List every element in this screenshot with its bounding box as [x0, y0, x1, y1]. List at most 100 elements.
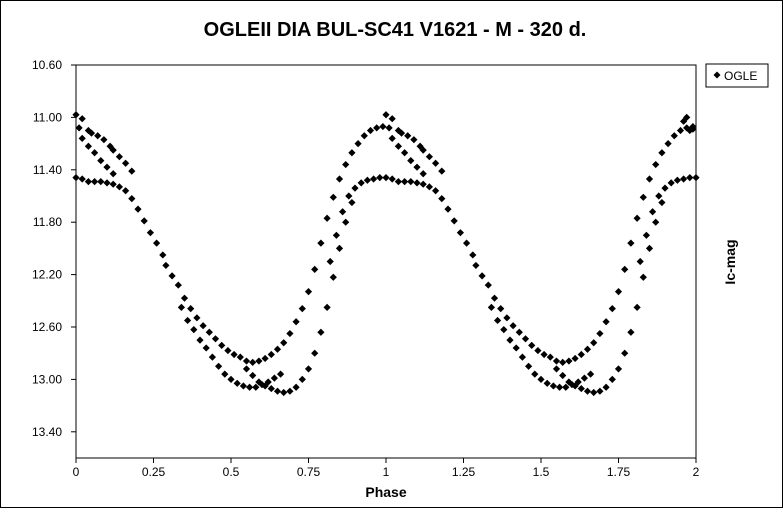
data-point: [342, 218, 350, 226]
data-point: [478, 272, 486, 280]
data-point: [261, 354, 269, 363]
data-point: [115, 153, 123, 161]
data-point: [577, 384, 585, 393]
data-point: [580, 374, 588, 382]
data-point: [515, 328, 523, 336]
data-point: [680, 175, 688, 183]
data-point: [75, 124, 83, 132]
x-tick-label: 1.25: [452, 465, 476, 479]
data-point: [280, 339, 288, 347]
data-point: [571, 382, 579, 390]
legend-marker-icon: [713, 71, 721, 79]
x-tick-label: 0.5: [223, 465, 240, 479]
data-point: [72, 111, 80, 119]
data-point: [394, 126, 402, 135]
data-point: [255, 378, 263, 386]
data-point: [577, 350, 585, 359]
x-tick-label: 0.75: [297, 465, 321, 479]
data-point: [689, 125, 697, 133]
data-point: [602, 318, 610, 326]
data-point: [642, 231, 650, 239]
data-point: [388, 134, 396, 142]
data-point: [84, 177, 92, 186]
data-point: [335, 175, 344, 183]
data-point: [242, 357, 251, 365]
data-point: [676, 126, 685, 135]
data-point: [370, 175, 378, 183]
data-point: [658, 149, 666, 157]
data-point: [549, 382, 557, 390]
data-point: [518, 353, 526, 361]
data-point: [686, 174, 694, 182]
data-point: [128, 195, 136, 203]
data-point: [224, 346, 232, 355]
data-point: [208, 353, 216, 361]
data-point: [388, 175, 396, 183]
data-point: [661, 184, 669, 192]
data-point: [97, 177, 105, 186]
data-point: [670, 132, 678, 140]
data-point: [494, 316, 502, 325]
data-point: [559, 371, 567, 380]
data-point: [227, 375, 235, 383]
data-point: [348, 198, 356, 207]
data-point: [134, 205, 142, 213]
data-point: [304, 365, 313, 373]
data-point: [413, 163, 421, 171]
y-tick-label: 13.00: [32, 372, 62, 386]
data-point: [267, 384, 275, 393]
data-point: [78, 115, 86, 123]
data-point: [484, 281, 492, 289]
data-point: [419, 146, 427, 154]
data-point: [401, 177, 409, 186]
data-point: [230, 350, 238, 359]
data-point: [246, 383, 254, 391]
data-point: [664, 140, 672, 148]
data-point: [153, 239, 161, 247]
data-point: [280, 388, 288, 397]
y-tick-label: 10.60: [32, 58, 62, 72]
data-point: [534, 346, 542, 355]
data-point: [627, 239, 635, 247]
data-point: [565, 357, 573, 365]
data-point: [103, 163, 111, 171]
data-point: [394, 177, 402, 186]
data-point: [97, 157, 105, 165]
legend-label: OGLE: [724, 69, 757, 83]
y-tick-label: 11.40: [33, 163, 62, 177]
x-tick-label: 0.25: [142, 465, 166, 479]
data-point: [115, 183, 123, 191]
data-point: [103, 179, 111, 187]
data-point: [379, 122, 387, 131]
data-point: [196, 336, 204, 344]
data-point: [673, 176, 681, 184]
y-tick-label: 11.80: [33, 215, 62, 229]
data-point: [159, 251, 167, 259]
data-point: [574, 378, 582, 386]
data-point: [407, 177, 415, 186]
data-point: [658, 198, 666, 207]
y-tick-label: 12.60: [32, 320, 62, 334]
data-point: [652, 160, 660, 169]
data-point: [506, 336, 514, 344]
data-point: [463, 239, 471, 247]
data-point: [91, 149, 99, 157]
data-point: [385, 124, 393, 132]
data-point: [215, 362, 223, 370]
data-point: [633, 303, 641, 311]
x-axis: 0 0.25 0.5 0.75 1 1.25 1.5 1.75 2: [73, 458, 700, 479]
data-point: [655, 192, 663, 200]
data-point: [571, 354, 579, 363]
data-point: [621, 265, 629, 273]
x-tick-label: 1.75: [607, 465, 631, 479]
data-point: [413, 179, 421, 187]
data-point: [639, 193, 647, 201]
y-tick-label: 12.20: [32, 268, 62, 282]
data-point: [614, 288, 623, 296]
data-point: [438, 195, 446, 203]
data-point: [174, 281, 182, 289]
data-point: [683, 113, 691, 121]
data-point: [652, 218, 660, 226]
data-point: [503, 314, 511, 322]
data-point: [608, 375, 616, 383]
